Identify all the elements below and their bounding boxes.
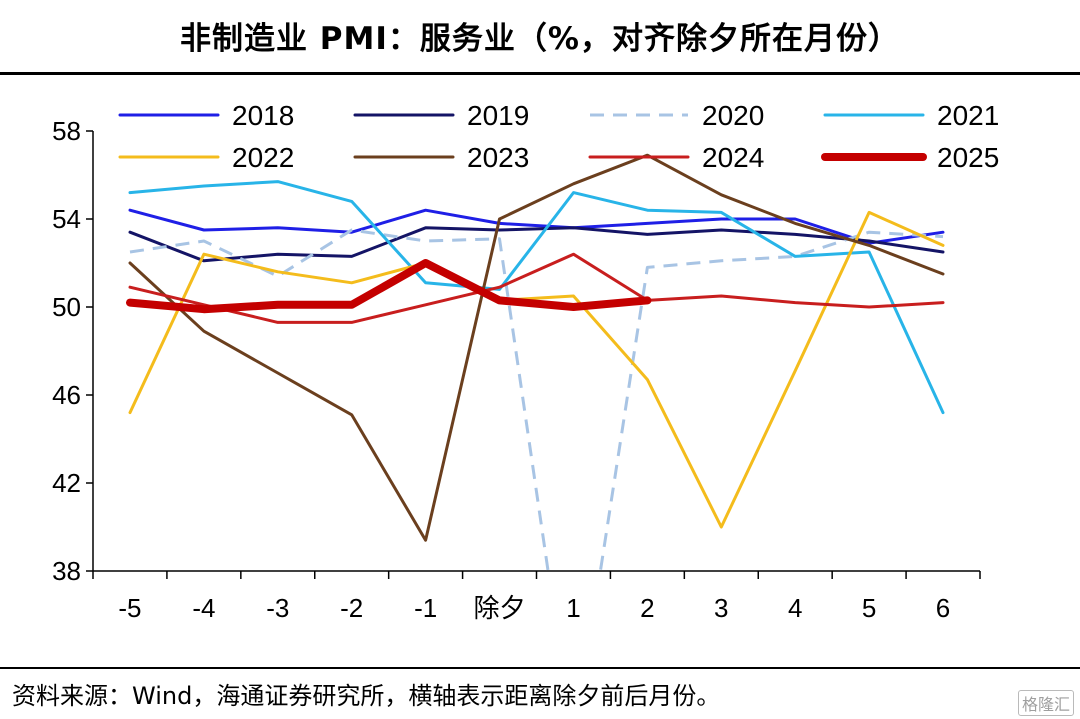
legend-label-2023: 2023 — [467, 142, 529, 173]
x-tick-label: 6 — [936, 593, 950, 623]
y-tick-label: 58 — [52, 116, 81, 146]
legend-label-2018: 2018 — [232, 100, 294, 131]
watermark-logo: 格隆汇 — [1017, 690, 1074, 716]
x-tick-label: 1 — [566, 593, 580, 623]
legend-label-2022: 2022 — [232, 142, 294, 173]
series-lines — [126, 153, 945, 571]
x-tick-label: -3 — [266, 593, 289, 623]
series-line-2019 — [128, 226, 945, 263]
legend-label-2020: 2020 — [702, 100, 764, 131]
series-line-2024 — [128, 252, 945, 324]
footer-rule — [0, 667, 1080, 669]
x-tick-label: -5 — [118, 593, 141, 623]
x-tick-label: 4 — [788, 593, 802, 623]
series-line-2018 — [128, 208, 945, 245]
series-line-2023 — [128, 153, 945, 542]
series-line-2021 — [128, 180, 945, 415]
title-rule — [0, 72, 1080, 75]
y-tick-label: 42 — [52, 468, 81, 498]
x-tick-label: 除夕 — [474, 593, 526, 623]
legend-label-2019: 2019 — [467, 100, 529, 131]
y-tick-label: 54 — [52, 204, 81, 234]
chart-title: 非制造业 PMI：服务业（%，对齐除夕所在月份） — [180, 20, 900, 57]
x-tick-label: 5 — [862, 593, 876, 623]
legend-label-2021: 2021 — [937, 100, 999, 131]
y-tick-label: 46 — [52, 380, 81, 410]
x-tick-label: -1 — [414, 593, 437, 623]
x-tick-label: 3 — [714, 593, 728, 623]
y-tick-label: 50 — [52, 292, 81, 322]
series-line-2025 — [126, 259, 652, 314]
legend-label-2024: 2024 — [702, 142, 764, 173]
legend-label-2025: 2025 — [937, 142, 999, 173]
x-tick-label: -4 — [192, 593, 215, 623]
series-line-2022 — [128, 210, 945, 529]
x-tick-label: 2 — [640, 593, 654, 623]
y-tick-label: 38 — [52, 556, 81, 586]
source-note: 资料来源：Wind，海通证券研究所，横轴表示距离除夕前后月份。 — [12, 682, 721, 710]
x-tick-label: -2 — [340, 593, 363, 623]
